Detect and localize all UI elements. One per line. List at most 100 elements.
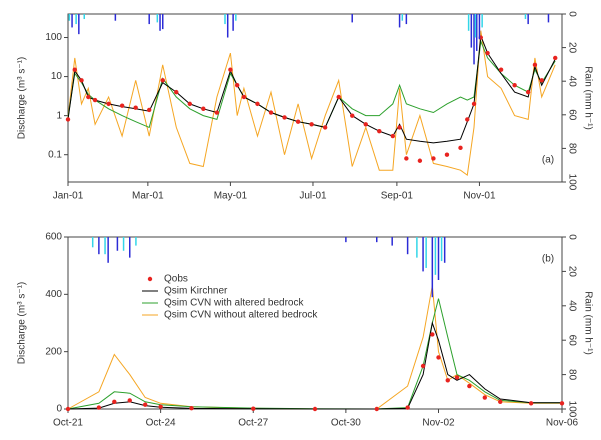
y2-tick-label: 80 — [566, 143, 577, 155]
obs-point — [201, 106, 206, 111]
x-tick-label: Mar-01 — [132, 191, 164, 202]
obs-point — [430, 332, 435, 337]
obs-point — [405, 405, 410, 410]
obs-point — [241, 94, 247, 100]
plot-frame — [67, 236, 563, 410]
obs-point — [228, 67, 233, 72]
obs-point — [397, 125, 402, 130]
obs-point — [390, 133, 396, 139]
y-tick-label: 400 — [45, 289, 62, 300]
obs-point — [532, 62, 538, 68]
x-tick-label: Nov-02 — [422, 418, 455, 429]
x-tick-label: Oct-24 — [146, 418, 176, 429]
obs-point — [431, 156, 436, 161]
obs-point — [465, 117, 470, 122]
y-axis-title: Discharge (m³ s⁻¹) — [17, 57, 28, 140]
obs-point — [268, 110, 274, 115]
obs-point — [295, 119, 301, 124]
plot-frame — [67, 13, 563, 183]
y2-tick-label: 20 — [566, 42, 577, 54]
series-line — [67, 35, 556, 144]
obs-point — [142, 402, 148, 407]
x-tick-label: Oct-30 — [331, 418, 361, 429]
obs-point — [106, 101, 111, 107]
obs-point — [189, 405, 194, 411]
obs-point — [363, 122, 368, 127]
obs-point — [119, 103, 125, 108]
obs-point — [374, 406, 379, 412]
obs-point — [377, 128, 382, 134]
y-tick-label: 0.1 — [48, 149, 62, 160]
obs-point — [482, 395, 488, 400]
obs-point — [525, 89, 531, 95]
y2-tick-label: 60 — [566, 109, 577, 121]
panel-label: (b) — [542, 254, 554, 265]
obs-point — [133, 105, 138, 110]
obs-point — [436, 355, 441, 360]
obs-point — [234, 83, 240, 88]
obs-point — [559, 401, 565, 406]
x-tick-label: Jul-01 — [299, 191, 327, 202]
obs-point — [454, 375, 460, 380]
obs-point — [214, 110, 220, 115]
obs-point — [444, 152, 450, 157]
obs-point — [471, 101, 477, 107]
x-tick-label: Sep-01 — [381, 191, 414, 202]
legend-label: Qsim CVN with altered bedrock — [164, 298, 304, 309]
obs-point — [147, 107, 152, 113]
obs-point — [350, 113, 355, 118]
y2-tick-label: 0 — [566, 11, 577, 17]
y2-tick-label: 100 — [566, 401, 577, 418]
y2-tick-label: 60 — [566, 335, 577, 347]
y2-axis-title: Rain (mm h⁻¹) — [582, 66, 593, 130]
legend-label: Qsim CVN without altered bedrock — [164, 310, 318, 321]
y2-tick-label: 80 — [566, 369, 577, 381]
y-axis-title: Discharge (m³ s⁻¹) — [17, 282, 28, 365]
obs-point — [512, 83, 517, 88]
obs-point — [404, 156, 409, 161]
y-tick-label: 100 — [45, 32, 62, 43]
obs-point — [312, 406, 318, 412]
obs-point — [498, 399, 503, 405]
obs-point — [86, 94, 91, 100]
series-line — [67, 39, 556, 129]
x-tick-label: Nov-06 — [546, 418, 579, 429]
obs-point — [96, 405, 102, 410]
obs-point — [79, 78, 84, 83]
obs-point — [251, 406, 256, 411]
obs-point — [187, 101, 193, 107]
obs-point — [528, 401, 534, 406]
obs-point — [467, 383, 472, 389]
y2-axis-title: Rain (mm h⁻¹) — [582, 291, 593, 355]
y-tick-label: 600 — [45, 232, 62, 243]
x-tick-label: Oct-21 — [53, 418, 83, 429]
obs-point — [255, 101, 260, 107]
y2-tick-label: 40 — [566, 300, 577, 312]
obs-point — [65, 406, 71, 412]
obs-point — [92, 97, 98, 103]
panel-label: (a) — [542, 155, 554, 166]
obs-point — [445, 378, 450, 383]
obs-point — [174, 89, 179, 95]
obs-point — [498, 67, 504, 72]
obs-point — [420, 363, 426, 369]
obs-point — [72, 67, 77, 72]
y2-tick-label: 40 — [566, 76, 577, 88]
y2-tick-label: 0 — [566, 234, 577, 240]
obs-point — [417, 158, 423, 163]
obs-point — [282, 115, 287, 120]
obs-point — [322, 125, 328, 130]
obs-point — [485, 50, 490, 56]
legend-label: Qsim Kirchner — [164, 286, 228, 297]
x-tick-label: Oct-27 — [238, 418, 268, 429]
y-tick-label: 200 — [45, 346, 62, 357]
obs-point — [336, 94, 341, 100]
obs-point — [65, 117, 71, 122]
y2-tick-label: 20 — [566, 266, 577, 278]
x-tick-label: Nov-01 — [463, 191, 496, 202]
y-tick-label: 0 — [56, 404, 62, 415]
y-tick-label: 1 — [56, 110, 62, 121]
obs-point — [458, 145, 463, 151]
legend-marker — [147, 276, 153, 282]
